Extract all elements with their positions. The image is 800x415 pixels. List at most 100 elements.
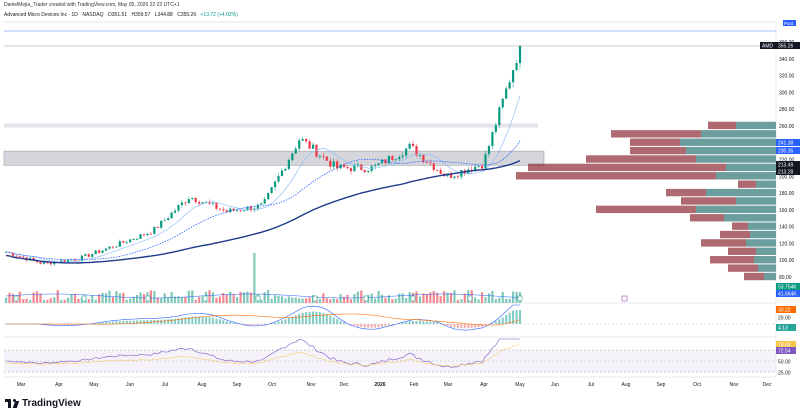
symbol-name[interactable]: Advanced Micro Devices Inc · 1D · NASDAQ [4, 12, 104, 18]
candle-body [11, 252, 14, 256]
candle-body [208, 201, 211, 204]
volume-bar [53, 297, 56, 303]
candle-body [111, 246, 115, 248]
macd-bar [443, 324, 446, 325]
volume-bar [173, 296, 177, 303]
volume-bar [342, 296, 346, 303]
volume-bar [329, 299, 332, 303]
candle-body [329, 160, 332, 167]
macd-bar [108, 321, 111, 324]
volume-bar [325, 298, 328, 303]
candle-body [63, 260, 66, 262]
macd-bar [491, 323, 494, 324]
candle-body [42, 262, 46, 264]
volume-profile-up-bar [696, 155, 776, 163]
volume-bar [73, 293, 77, 303]
macd-bar [387, 324, 390, 326]
time-axis-label: Jun [126, 382, 134, 388]
macd-bar [349, 324, 352, 325]
time-axis-label: Oct [268, 382, 276, 388]
candle-body [256, 204, 259, 209]
candle-body [229, 208, 232, 212]
price-tag [776, 139, 800, 146]
volume-profile-up-bar [756, 247, 776, 256]
macd-bar [470, 324, 473, 329]
volume-bar [225, 294, 228, 303]
volume-bar [39, 293, 42, 303]
macd-signal-line [6, 313, 521, 326]
candle-body [339, 164, 342, 169]
volume-bar [294, 297, 297, 303]
volume-bar [305, 298, 308, 303]
candle-body [480, 166, 484, 169]
candle-body [73, 259, 77, 261]
macd-bar [374, 324, 377, 328]
candle-body [456, 176, 460, 178]
price-tick-label: 200.00 [779, 174, 795, 180]
time-axis-label: Feb [410, 382, 419, 388]
candle-body [170, 212, 173, 219]
macd-bar [322, 312, 325, 324]
macd-bar [298, 313, 301, 324]
volume-bar [201, 296, 204, 303]
earnings-marker [467, 295, 473, 302]
candle-body [125, 242, 128, 244]
price-tag [776, 168, 800, 175]
volume-profile-down-bar [690, 214, 724, 222]
time-axis-label: Aug [622, 382, 631, 388]
candle-body [353, 165, 356, 172]
volume-bar [456, 299, 460, 303]
rsi-ma-line [5, 342, 521, 367]
macd-bar [194, 316, 197, 324]
volume-profile-up-bar [724, 214, 776, 222]
volume-profile-down-bar [701, 239, 746, 247]
volume-bar [94, 299, 97, 303]
volume-bar [370, 293, 373, 303]
macd-bar [336, 319, 339, 324]
candle-body [267, 193, 270, 200]
volume-bar [253, 253, 256, 303]
volume-bar [4, 297, 8, 303]
volume-bar [98, 294, 101, 303]
ohlc-open: O351.51 [107, 12, 128, 18]
price-tag [776, 147, 800, 154]
volume-bar [135, 294, 139, 303]
macd-bar [98, 322, 101, 324]
candle-body [477, 166, 480, 167]
candle-body [263, 199, 266, 204]
macd-bar [115, 321, 118, 324]
volume-bar [63, 299, 66, 303]
candle-body [501, 98, 504, 108]
volume-bar [163, 293, 166, 303]
candle-body [70, 259, 73, 261]
macd-bar [236, 323, 239, 324]
candle-body [301, 138, 304, 141]
macd-bar [187, 317, 190, 324]
candle-body [132, 239, 135, 241]
ohlc-high: H359.57 [131, 12, 151, 18]
macd-bar [101, 322, 104, 324]
macd-bar [325, 314, 328, 324]
volume-bar [232, 294, 235, 303]
candle-body [232, 208, 235, 211]
price-tag-value: 230.35 [778, 149, 794, 155]
volume-bar [298, 298, 301, 303]
candle-body [494, 125, 497, 132]
volume-bar [111, 296, 115, 303]
time-axis-label: Oct [693, 382, 701, 388]
macd-bar [177, 318, 180, 324]
time-axis-label: Apr [480, 382, 488, 388]
volume-profile-down-bar [720, 230, 750, 239]
volume-bar [125, 299, 128, 303]
candle-body [163, 219, 166, 221]
candle-body [429, 162, 432, 164]
macd-bar [111, 321, 114, 324]
volume-bar [318, 298, 322, 303]
macd-bar [405, 322, 408, 324]
macd-bar [301, 312, 304, 324]
price-change: +13.72 (+4.02%) [200, 12, 238, 18]
macd-tag [776, 324, 796, 331]
macd-bar [446, 324, 449, 326]
volume-profile-down-bar [738, 180, 756, 188]
